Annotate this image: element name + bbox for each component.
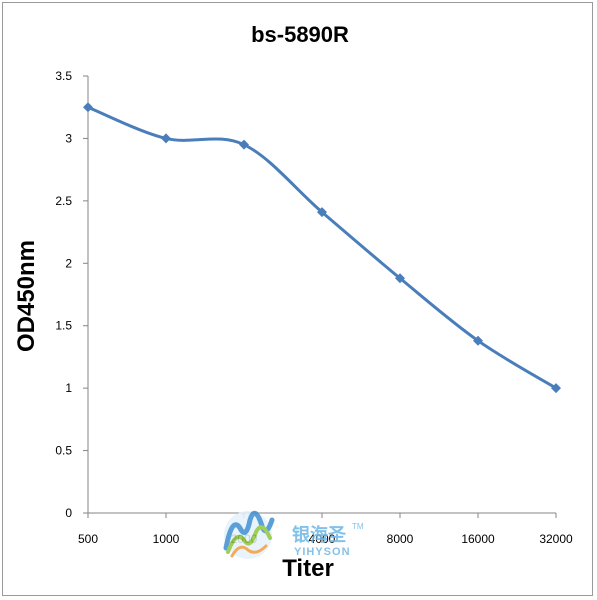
x-tick-label: 4000 [309,532,336,546]
watermark-logo: 银海圣 TM YIHYSON [223,510,364,559]
data-point-16000 [473,335,483,346]
y-tick-label: 1 [65,381,72,395]
y-tick-label: 2 [65,256,72,270]
y-tick-label: 3 [65,131,72,145]
series-line [86,105,558,390]
series-1 [83,102,561,394]
x-tick-label: 32000 [539,532,573,546]
chart-title: bs-5890R [251,22,349,47]
y-axis-label: OD450nm [13,240,40,352]
x-tick-label: 1000 [153,532,180,546]
watermark-brand-en: YIHYSON [294,546,351,558]
x-tick-label: 500 [78,532,98,546]
watermark-brand-cn: 银海圣 [292,524,347,546]
yihyson-logo-icon [223,510,275,559]
y-ticks: 0 0.5 1 1.5 2 2.5 3 3.5 [55,69,88,520]
data-point-4000 [317,207,327,218]
data-point-32000 [551,383,561,394]
y-tick-label: 0.5 [55,444,72,458]
x-axis-label: Titer [282,555,334,582]
y-tick-label: 2.5 [55,194,72,208]
x-tick-label: 16000 [461,532,495,546]
y-tick-label: 1.5 [55,319,72,333]
x-tick-label: 8000 [387,532,414,546]
watermark-tm: TM [352,522,364,531]
y-tick-label: 3.5 [55,69,72,83]
data-point-500 [83,102,93,113]
y-tick-label: 0 [65,506,72,520]
data-point-1000 [161,133,171,144]
data-point-8000 [395,273,405,284]
data-point-2000 [239,139,249,150]
